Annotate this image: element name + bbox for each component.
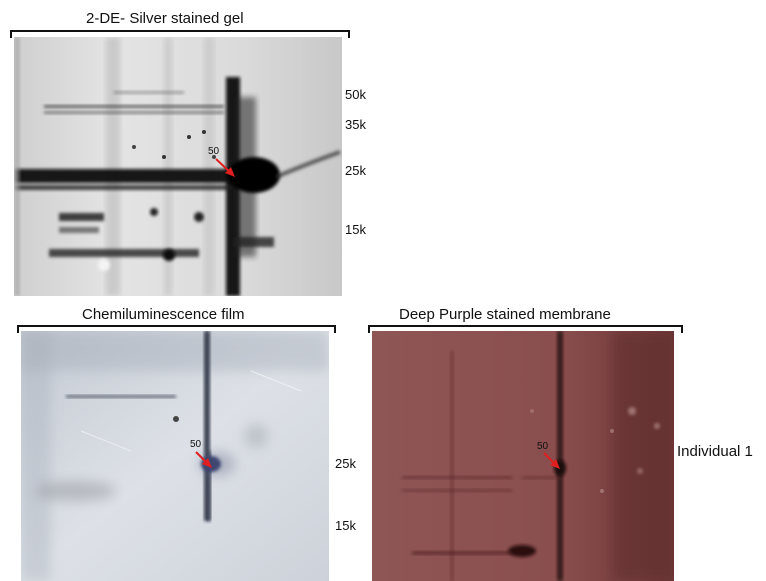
chemiluminescence-film-image (21, 331, 329, 581)
gel-spot-label: 50 (208, 146, 220, 157)
mw-marker-15k: 15k (345, 222, 366, 237)
film-panel-title: Chemiluminescence film (82, 306, 245, 323)
gel-panel-bracket (10, 30, 350, 38)
mw-marker-50k: 50k (345, 87, 366, 102)
gel-red-arrow-icon (215, 158, 235, 177)
membrane-panel-bracket (368, 325, 683, 333)
silver-gel-image (14, 37, 342, 296)
mw-marker-35k: 35k (345, 117, 366, 132)
membrane-spot-label: 50 (537, 441, 549, 452)
membrane-panel-title: Deep Purple stained membrane (399, 306, 611, 323)
membrane-red-arrow-icon (543, 452, 560, 469)
gel-panel-title: 2-DE- Silver stained gel (86, 10, 244, 27)
mw-marker-25k: 25k (345, 163, 366, 178)
film-panel-bracket (17, 325, 336, 333)
film-spot-label: 50 (190, 439, 202, 450)
mw-marker-15k-lower: 15k (335, 518, 356, 533)
sample-label: Individual 1 (677, 443, 753, 460)
deep-purple-membrane-image (372, 331, 674, 581)
mw-marker-25k-lower: 25k (335, 456, 356, 471)
film-red-arrow-icon (195, 451, 212, 468)
